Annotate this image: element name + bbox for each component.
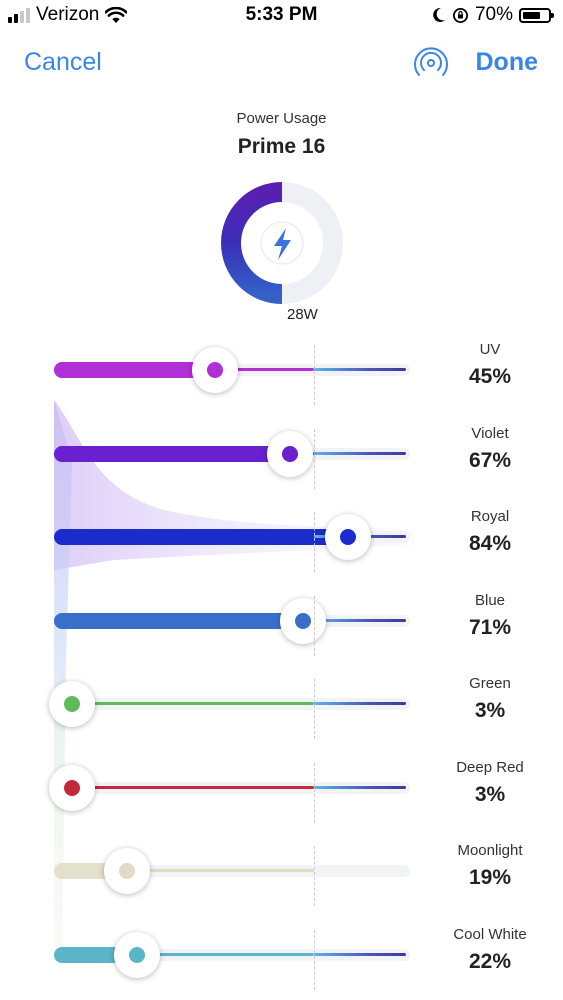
- slider-thumb-dot: [295, 612, 312, 629]
- slider-rest-line: [126, 869, 314, 872]
- battery-percent: 70%: [474, 4, 513, 25]
- slider-thumb[interactable]: [49, 681, 96, 727]
- slider-thumb[interactable]: [49, 764, 96, 811]
- channel-slider[interactable]: [54, 430, 410, 477]
- moon-icon: [433, 7, 445, 22]
- channel-name: Blue: [474, 591, 506, 609]
- channel-percent: 67%: [468, 448, 512, 472]
- channel-percent: 71%: [468, 615, 512, 639]
- slider-fill: [54, 612, 304, 629]
- gauge-arc: [221, 182, 283, 304]
- channel-name: Royal: [470, 508, 510, 525]
- max-marker: [314, 595, 315, 656]
- channel-row: UV 45%: [0, 333, 563, 417]
- slider-thumb[interactable]: [113, 931, 160, 978]
- power-usage-label: Power Usage: [236, 110, 327, 127]
- channel-slider[interactable]: [54, 597, 410, 644]
- slider-max-line: [314, 368, 406, 371]
- max-marker: [314, 345, 315, 405]
- slider-rest-line: [136, 952, 314, 956]
- cellular-signal-icon: [8, 7, 30, 23]
- channel-percent: 3%: [474, 782, 506, 806]
- cancel-button[interactable]: Cancel: [24, 48, 102, 76]
- channel-slider[interactable]: [54, 514, 410, 560]
- slider-thumb[interactable]: [266, 430, 313, 477]
- channel-name: UV: [479, 341, 501, 358]
- channel-slider[interactable]: [54, 347, 410, 393]
- channel-percent: 19%: [468, 866, 512, 889]
- power-gauge: [221, 182, 343, 304]
- max-marker: [314, 679, 315, 739]
- slider-thumb[interactable]: [192, 347, 238, 393]
- channel-percent: 84%: [468, 532, 512, 555]
- status-left: Verizon: [8, 4, 128, 26]
- channel-row: Moonlight 19%: [0, 834, 563, 918]
- slider-thumb[interactable]: [324, 514, 371, 560]
- max-marker: [314, 512, 315, 572]
- slider-thumb-dot: [118, 863, 135, 879]
- done-button[interactable]: Done: [475, 48, 539, 76]
- channel-row: Violet 67%: [0, 417, 563, 501]
- slider-max-line: [314, 618, 406, 622]
- status-right: 70%: [432, 4, 554, 26]
- channel-slider[interactable]: [49, 764, 410, 811]
- slider-max-line: [314, 451, 406, 455]
- channel-percent: 3%: [474, 699, 506, 722]
- slider-fill: [54, 529, 348, 545]
- carrier-name: Verizon: [36, 4, 100, 25]
- device-name: Prime 16: [237, 135, 326, 158]
- status-bar: Verizon 5:33 PM 70%: [0, 0, 563, 32]
- channel-name: Green: [469, 675, 511, 692]
- max-marker: [314, 846, 315, 906]
- channel-row: Green 3%: [0, 667, 563, 751]
- power-watts: 28W: [287, 306, 318, 323]
- broadcast-icon[interactable]: [413, 46, 449, 80]
- max-marker: [314, 428, 315, 489]
- lightning-bolt-icon: [274, 228, 291, 260]
- channel-slider[interactable]: [54, 931, 410, 978]
- channel-name: Deep Red: [456, 758, 524, 776]
- channel-row: Cool White 22%: [0, 918, 563, 1000]
- slider-rest-line: [72, 785, 314, 789]
- battery-icon: [519, 7, 554, 23]
- channel-percent: 22%: [468, 949, 512, 973]
- slider-max-line: [314, 702, 406, 705]
- channel-row: Royal 84%: [0, 500, 563, 584]
- slider-thumb-dot: [281, 445, 298, 462]
- slider-max-line: [314, 952, 406, 956]
- slider-thumb-dot: [128, 946, 145, 963]
- max-marker: [314, 762, 315, 823]
- slider-thumb[interactable]: [280, 597, 327, 644]
- slider-rest-line: [72, 702, 314, 705]
- slider-fill: [54, 362, 215, 378]
- slider-thumb-dot: [339, 529, 356, 545]
- orientation-lock-icon: [452, 7, 468, 23]
- slider-thumb[interactable]: [103, 848, 150, 894]
- channel-row: Deep Red 3%: [0, 751, 563, 835]
- channel-percent: 45%: [468, 365, 512, 388]
- slider-thumb-dot: [64, 779, 81, 796]
- wifi-icon: [105, 6, 128, 23]
- slider-max-line: [314, 785, 406, 789]
- slider-thumb-dot: [64, 696, 81, 712]
- channel-slider[interactable]: [49, 681, 410, 727]
- slider-rest-line: [215, 368, 314, 371]
- channel-slider[interactable]: [54, 848, 410, 894]
- channel-name: Cool White: [453, 925, 527, 943]
- max-marker: [314, 929, 315, 990]
- channel-name: Violet: [471, 424, 509, 442]
- channel-row: Blue 71%: [0, 584, 563, 668]
- channel-name: Moonlight: [457, 842, 523, 859]
- slider-thumb-dot: [207, 362, 223, 378]
- slider-fill: [54, 445, 290, 462]
